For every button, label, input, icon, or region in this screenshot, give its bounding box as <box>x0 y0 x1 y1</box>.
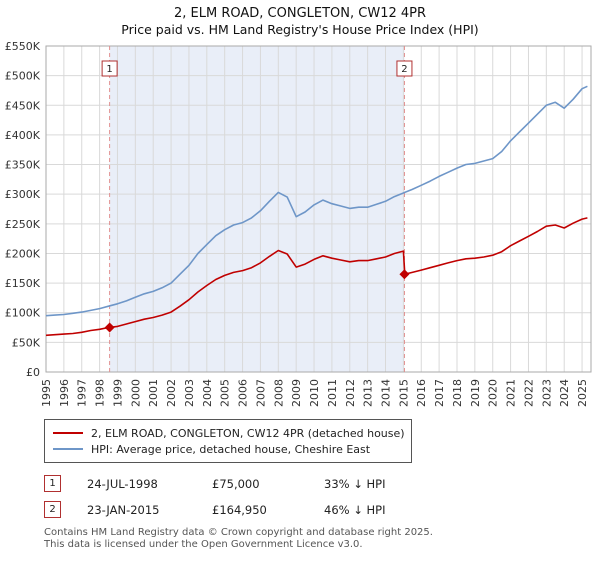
x-tick-label: 2018 <box>451 379 464 407</box>
sale-2-chart-label: 2 <box>401 64 407 75</box>
legend-label-hpi: HPI: Average price, detached house, Ches… <box>91 442 371 456</box>
x-tick-label: 1996 <box>58 379 71 407</box>
sale-2-chart-label-box <box>396 60 413 77</box>
y-tick-label: £250K <box>5 218 41 231</box>
sale-annotations: 1 24-JUL-1998 £75,000 33% ↓ HPI 2 23-JAN… <box>44 475 600 518</box>
y-tick-label: £550K <box>5 40 41 53</box>
x-tick-label: 2006 <box>237 379 250 407</box>
price-history-chart[interactable]: £0 £50K £100K £150K £200K £250K £300K £350K £400… <box>0 40 600 415</box>
property-line-sample <box>53 432 83 434</box>
x-tick-label: 2008 <box>272 379 285 407</box>
y-tick-label: £50K <box>12 336 41 349</box>
x-tick-label: 2021 <box>505 379 518 407</box>
chart-canvas[interactable]: £0 £50K £100K £150K £200K £250K £300K £350K £400… <box>0 40 600 415</box>
x-tick-label: 2017 <box>433 379 446 407</box>
x-tick-label: 2000 <box>129 379 142 407</box>
x-tick-label: 2019 <box>469 379 482 407</box>
page-title: 2, ELM ROAD, CONGLETON, CW12 4PR <box>173 6 427 21</box>
y-tick-label: £300K <box>5 188 41 201</box>
x-tick-label: 1995 <box>40 379 53 407</box>
footer-line-1: Contains HM Land Registry data © Crown c… <box>44 527 433 538</box>
hpi-chart-page: 2, ELM ROAD, CONGLETON, CW12 4PR Price p… <box>0 5 600 565</box>
x-tick-label: 2011 <box>326 379 339 407</box>
x-tick-label: 1999 <box>111 379 124 407</box>
x-tick-label: 2003 <box>183 379 196 407</box>
x-tick-label: 2025 <box>576 379 589 407</box>
sale-1-date: 24-JUL-1998 <box>87 476 158 491</box>
x-tick-label: 2005 <box>219 379 232 407</box>
x-tick-label: 2012 <box>344 379 357 407</box>
plot-border <box>45 45 592 373</box>
x-tick-label: 2022 <box>522 379 535 407</box>
legend-label-property: 2, ELM ROAD, CONGLETON, CW12 4PR (detach… <box>91 426 405 440</box>
x-tick-label: 2020 <box>487 379 500 407</box>
x-tick-label: 2001 <box>147 379 160 407</box>
x-tick-label: 2014 <box>380 379 393 407</box>
y-tick-label: £200K <box>5 247 41 260</box>
ownership-shaded-region <box>109 46 405 372</box>
y-tick-label: £100K <box>5 307 41 320</box>
sale-2-date: 23-JAN-2015 <box>87 502 160 517</box>
x-tick-label: 2023 <box>540 379 553 407</box>
x-tick-label: 2024 <box>558 379 571 407</box>
x-tick-label: 2007 <box>254 379 267 407</box>
y-tick-label: £350K <box>5 159 41 172</box>
x-tick-label: 1997 <box>76 379 89 407</box>
x-tick-label: 1998 <box>94 379 107 407</box>
y-tick-label: £150K <box>5 277 41 290</box>
y-tick-label: £450K <box>5 99 41 112</box>
x-tick-label: 2009 <box>290 379 303 407</box>
sale-1-price: £75,000 <box>212 476 260 491</box>
x-tick-label: 2010 <box>308 379 321 407</box>
y-tick-label: £400K <box>5 129 41 142</box>
sale-2-price: £164,950 <box>212 502 267 517</box>
hpi-line <box>45 85 588 317</box>
sale-row-1: 1 24-JUL-1998 £75,000 33% ↓ HPI <box>44 475 600 492</box>
license-footer: Contains HM Land Registry data © Crown c… <box>44 527 600 551</box>
footer-line-2: This data is licensed under the Open Gov… <box>44 539 363 550</box>
x-tick-label: 2004 <box>201 379 214 407</box>
sale-1-chart-label-box <box>101 60 118 77</box>
x-tick-label: 2002 <box>165 379 178 407</box>
x-tick-label: 2016 <box>415 379 428 407</box>
x-tick-label: 2013 <box>362 379 375 407</box>
hpi-line-sample <box>53 448 83 450</box>
sale-1-number-box: 1 <box>44 475 61 492</box>
sale-2-diamond-marker <box>399 269 410 280</box>
legend-item-property: 2, ELM ROAD, CONGLETON, CW12 4PR (detach… <box>53 425 405 441</box>
sale-2-number-box: 2 <box>44 501 61 518</box>
sale-1-chart-label: 1 <box>106 64 112 75</box>
page-subtitle: Price paid vs. HM Land Registry's House … <box>121 22 479 37</box>
sale-row-2: 2 23-JAN-2015 £164,950 46% ↓ HPI <box>44 501 600 518</box>
y-tick-label: £0 <box>26 366 40 379</box>
sale-1-hpi-diff: 33% ↓ HPI <box>324 476 386 491</box>
property-price-line <box>45 217 588 337</box>
y-tick-label: £500K <box>5 70 41 83</box>
sale-2-hpi-diff: 46% ↓ HPI <box>324 502 386 517</box>
legend-item-hpi: HPI: Average price, detached house, Ches… <box>53 441 403 457</box>
chart-legend: 2, ELM ROAD, CONGLETON, CW12 4PR (detach… <box>44 419 412 463</box>
x-tick-label: 2015 <box>397 379 410 407</box>
sale-1-diamond-marker <box>104 322 115 333</box>
